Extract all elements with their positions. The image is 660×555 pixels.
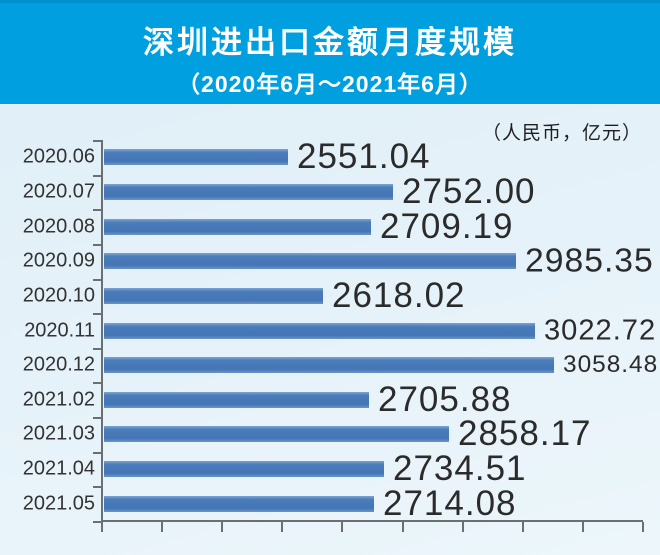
bar <box>104 357 554 374</box>
header-banner: 深圳进出口金额月度规模 （2020年6月～2021年6月） <box>0 0 660 104</box>
y-axis-tick <box>93 521 101 523</box>
bar <box>104 461 384 478</box>
y-axis-tick <box>93 347 101 350</box>
x-axis-tick <box>642 522 644 532</box>
bar <box>104 218 371 235</box>
category-label: 2020.10 <box>22 284 95 307</box>
value-label: 3058.48 <box>563 351 659 379</box>
x-axis-tick <box>521 522 524 532</box>
y-axis-tick <box>93 174 101 177</box>
category-label: 2020.09 <box>22 249 95 272</box>
y-axis-tick <box>93 209 101 212</box>
value-label: 2858.17 <box>458 414 592 454</box>
y-axis-tick <box>93 313 101 316</box>
category-label: 2020.12 <box>22 353 95 376</box>
x-axis-tick <box>401 522 404 532</box>
x-axis-tick <box>461 522 464 532</box>
value-label: 3022.72 <box>544 314 657 346</box>
y-axis-tick <box>93 451 101 454</box>
category-label: 2021.04 <box>22 457 95 480</box>
bar <box>104 322 535 339</box>
value-label: 2551.04 <box>297 137 431 177</box>
y-axis-line <box>101 140 103 523</box>
value-label: 2752.00 <box>402 171 536 211</box>
bar <box>104 253 516 270</box>
value-label: 2985.35 <box>525 241 654 280</box>
x-axis-tick <box>281 522 284 532</box>
value-label: 2705.88 <box>378 379 512 419</box>
category-label: 2021.02 <box>22 388 95 411</box>
bar <box>104 391 369 408</box>
x-axis-tick <box>161 522 164 532</box>
x-axis-tick <box>581 522 584 532</box>
x-axis-line <box>101 520 643 522</box>
value-label: 2734.51 <box>393 449 527 489</box>
chart-title: 深圳进出口金额月度规模 <box>143 25 517 60</box>
category-label: 2020.07 <box>22 180 95 203</box>
value-label: 2618.02 <box>332 275 466 315</box>
category-label: 2020.06 <box>22 145 95 168</box>
x-axis-tick <box>101 522 103 532</box>
category-label: 2021.05 <box>22 492 95 515</box>
value-label: 2709.19 <box>380 206 514 246</box>
unit-note: （人民币，亿元） <box>481 123 642 144</box>
y-axis-tick <box>93 382 101 385</box>
x-axis-tick <box>341 522 344 532</box>
bar <box>104 183 393 200</box>
category-label: 2021.03 <box>22 422 95 445</box>
bar <box>104 426 449 443</box>
bar <box>104 495 374 512</box>
y-axis-tick <box>93 486 101 489</box>
y-axis-tick <box>93 243 101 246</box>
bar <box>104 287 323 304</box>
bar <box>104 149 288 166</box>
y-axis-tick <box>93 140 101 142</box>
y-axis-tick <box>93 417 101 420</box>
category-label: 2020.11 <box>24 319 95 341</box>
category-label: 2020.08 <box>22 215 95 238</box>
chart-subtitle: （2020年6月～2021年6月） <box>177 71 483 97</box>
value-label: 2714.08 <box>383 483 517 523</box>
x-axis-tick <box>221 522 224 532</box>
y-axis-tick <box>93 278 101 281</box>
